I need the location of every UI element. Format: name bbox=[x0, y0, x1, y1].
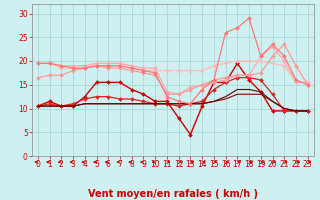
X-axis label: Vent moyen/en rafales ( km/h ): Vent moyen/en rafales ( km/h ) bbox=[88, 189, 258, 199]
